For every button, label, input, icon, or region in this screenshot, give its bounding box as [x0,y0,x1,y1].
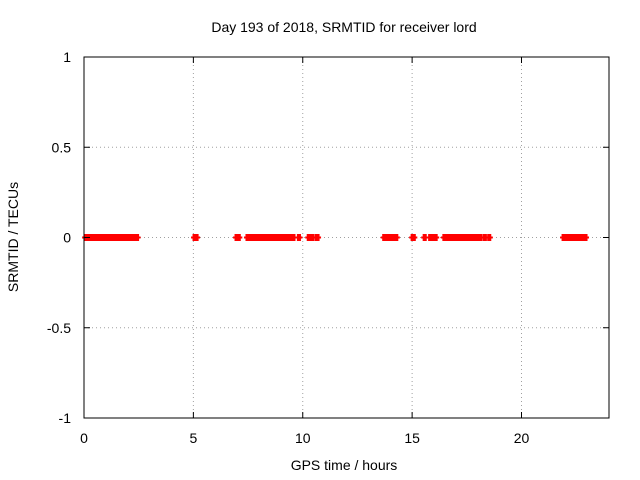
x-tick-label: 15 [404,430,420,446]
data-point-run [82,234,141,241]
y-tick-label: 0.5 [52,139,72,155]
data-point-run [191,234,201,241]
data-point-run [312,234,322,241]
y-axis-label: SRMTID / TECUs [5,182,21,292]
data-point-run [295,234,303,241]
y-axis: 1 0.5 0 -0.5 -1 [47,49,609,426]
data-point-run [485,234,493,241]
data-point-run [233,234,243,241]
data-point-run [409,234,418,241]
data-point-run [243,234,297,241]
x-tick-label: 5 [189,430,197,446]
x-axis: 0 5 10 15 20 [80,57,529,446]
x-axis-label: GPS time / hours [291,457,398,473]
data-point-run [380,234,400,241]
data-point-run [560,234,590,241]
data-series [82,234,590,241]
x-tick-label: 20 [514,430,530,446]
y-tick-label: 0 [63,230,71,246]
data-point-run [426,234,440,241]
plot-frame [83,56,610,419]
y-tick-label: -0.5 [47,320,71,336]
x-tick-label: 10 [295,430,311,446]
x-tick-label: 0 [80,430,88,446]
data-point-run [440,234,485,241]
y-tick-label: -1 [59,410,72,426]
y-tick-label: 1 [63,49,71,65]
grid [84,57,609,418]
chart-title: Day 193 of 2018, SRMTID for receiver lor… [211,19,476,35]
